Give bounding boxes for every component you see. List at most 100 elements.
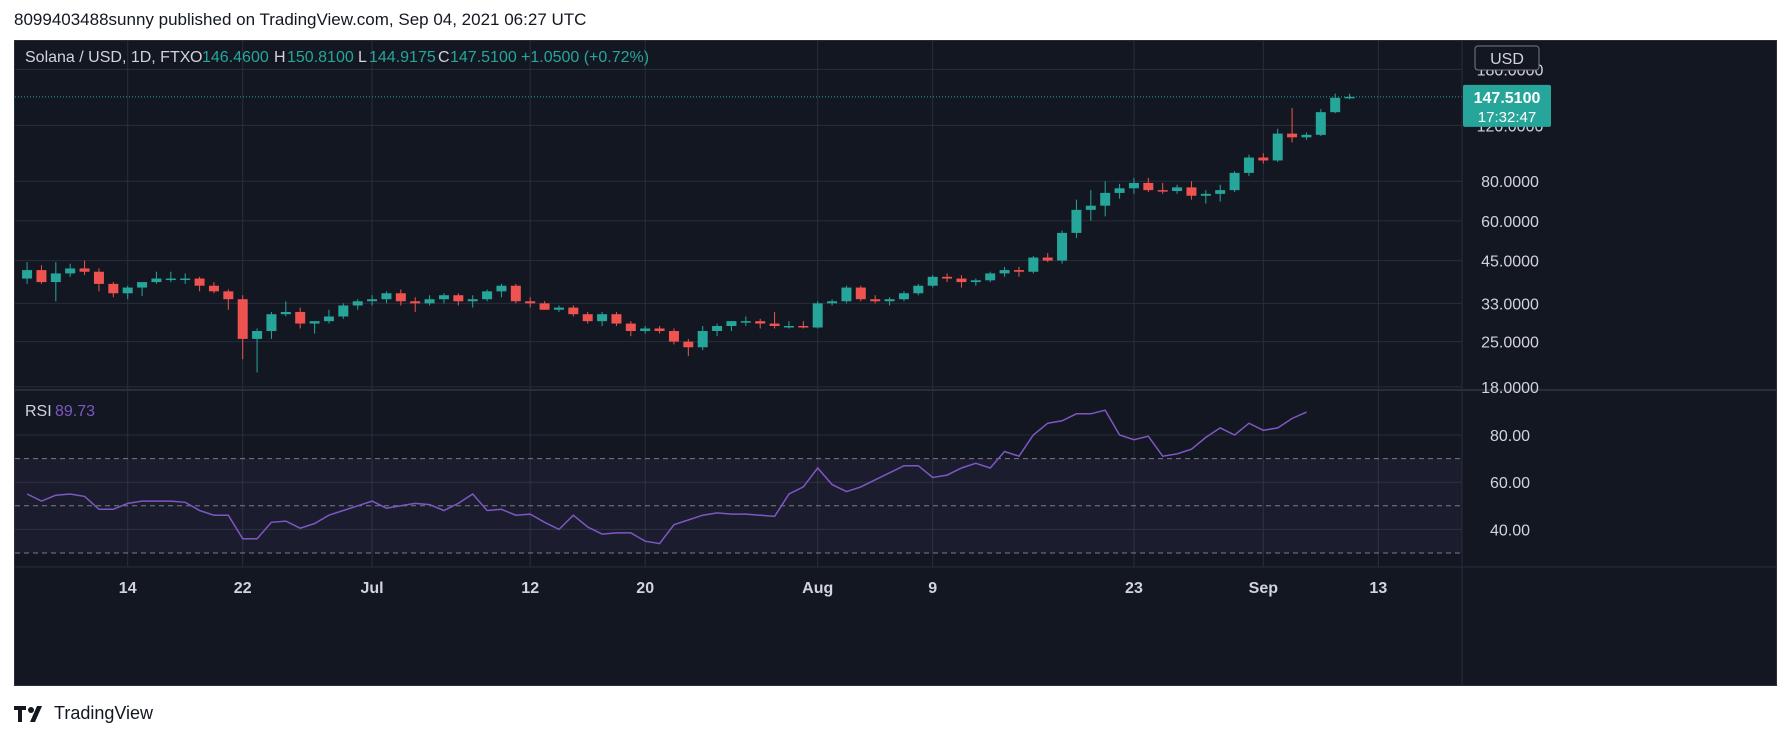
chart-canvas[interactable]: 180.0000120.000080.000060.000045.000033.… — [15, 41, 1776, 685]
candle — [970, 278, 981, 286]
candle-body — [1301, 134, 1312, 138]
high-value: 150.8100 — [287, 49, 354, 66]
candle-body — [1057, 232, 1068, 261]
candle-body — [1200, 193, 1211, 196]
rsi-scale[interactable]: 80.00 60.00 40.00 — [1490, 428, 1530, 539]
close-value: 147.5100 — [450, 49, 517, 66]
candle — [1143, 177, 1154, 192]
candle-body — [280, 311, 291, 315]
candle — [755, 318, 766, 329]
candle-body — [1028, 257, 1039, 272]
candle — [1013, 266, 1024, 277]
candle — [640, 325, 651, 334]
candle — [65, 263, 76, 277]
candle — [597, 311, 608, 326]
high-label: H — [274, 49, 286, 66]
candle — [740, 316, 751, 326]
publish-line: 8099403488sunny published on TradingView… — [14, 10, 587, 29]
candle — [50, 262, 61, 302]
candle — [223, 289, 234, 310]
candle-body — [855, 287, 866, 300]
price-scale[interactable]: 180.0000120.000080.000060.000045.000033.… — [1477, 62, 1544, 397]
candle — [1200, 190, 1211, 204]
candle-body — [482, 291, 493, 300]
price-tick-label: 25.0000 — [1481, 335, 1539, 352]
time-axis[interactable]: 14 22 Jul 12 20 Aug 9 23 Sep 13 — [119, 580, 1388, 597]
candle — [352, 299, 363, 310]
candle-body — [510, 285, 521, 302]
rsi-line — [26, 409, 1307, 545]
candle-body — [1272, 133, 1283, 161]
candle-body — [1114, 188, 1125, 193]
candle-body — [266, 314, 277, 332]
candle — [410, 297, 421, 312]
candle — [482, 289, 493, 302]
candle — [798, 321, 809, 329]
candle — [252, 328, 263, 373]
change-value: +1.0500 (+0.72%) — [521, 49, 649, 66]
candle — [1172, 184, 1183, 194]
candle-body — [108, 283, 119, 294]
candle — [1128, 177, 1139, 194]
candle — [582, 311, 593, 324]
candles — [22, 93, 1355, 373]
candle — [79, 260, 90, 276]
tradingview-logo-icon — [14, 705, 42, 722]
candle — [697, 325, 708, 351]
candle-body — [453, 295, 464, 302]
candle — [108, 282, 119, 298]
candle-body — [1085, 205, 1096, 210]
candle — [783, 321, 794, 329]
candle-body — [1143, 182, 1154, 191]
candle-body — [1229, 172, 1240, 191]
candle-body — [985, 273, 996, 281]
candle-body — [1128, 182, 1139, 189]
candle-body — [323, 316, 334, 322]
candle — [1243, 154, 1254, 177]
candle-body — [1258, 157, 1269, 161]
candle — [999, 266, 1010, 277]
rsi-tick-label: 60.00 — [1490, 475, 1530, 492]
candle-body — [1157, 190, 1168, 192]
candle-body — [165, 278, 176, 281]
candle-body — [827, 301, 838, 304]
candle — [295, 307, 306, 329]
chart-frame[interactable]: 180.0000120.000080.000060.000045.000033.… — [14, 40, 1777, 686]
price-tick-label: 80.0000 — [1481, 174, 1539, 191]
candle-body — [381, 293, 392, 300]
rsi-guides — [15, 458, 1462, 554]
candle — [194, 276, 205, 292]
candle-body — [625, 323, 636, 332]
candle — [1028, 256, 1039, 274]
candle-body — [539, 303, 550, 310]
time-tick-label: 13 — [1369, 580, 1387, 597]
time-tick-label: 14 — [119, 580, 137, 597]
footer-brand[interactable]: TradingView — [14, 703, 153, 724]
candle-body — [395, 293, 406, 302]
candle-body — [783, 325, 794, 328]
currency-badge[interactable]: USD — [1474, 45, 1540, 71]
candle-body — [611, 314, 622, 324]
grid-lines — [15, 41, 1462, 567]
candle — [137, 282, 148, 297]
candle — [898, 291, 909, 302]
candle — [180, 273, 191, 284]
close-label: C — [438, 49, 450, 66]
candle-body — [1013, 270, 1024, 272]
candle-body — [237, 299, 248, 339]
candle-body — [180, 278, 191, 281]
candle-body — [1344, 96, 1355, 99]
candle-body — [654, 328, 665, 332]
candle-body — [1100, 192, 1111, 206]
candle — [1215, 184, 1226, 202]
candle-body — [812, 303, 823, 328]
candle-body — [367, 299, 378, 302]
candle-body — [151, 278, 162, 283]
candle — [122, 285, 133, 300]
candle — [467, 295, 478, 308]
rsi-tick-label: 40.00 — [1490, 522, 1530, 539]
candle-body — [870, 299, 881, 302]
candle — [1114, 183, 1125, 199]
time-tick-label: 22 — [234, 580, 252, 597]
candle-body — [496, 285, 507, 292]
